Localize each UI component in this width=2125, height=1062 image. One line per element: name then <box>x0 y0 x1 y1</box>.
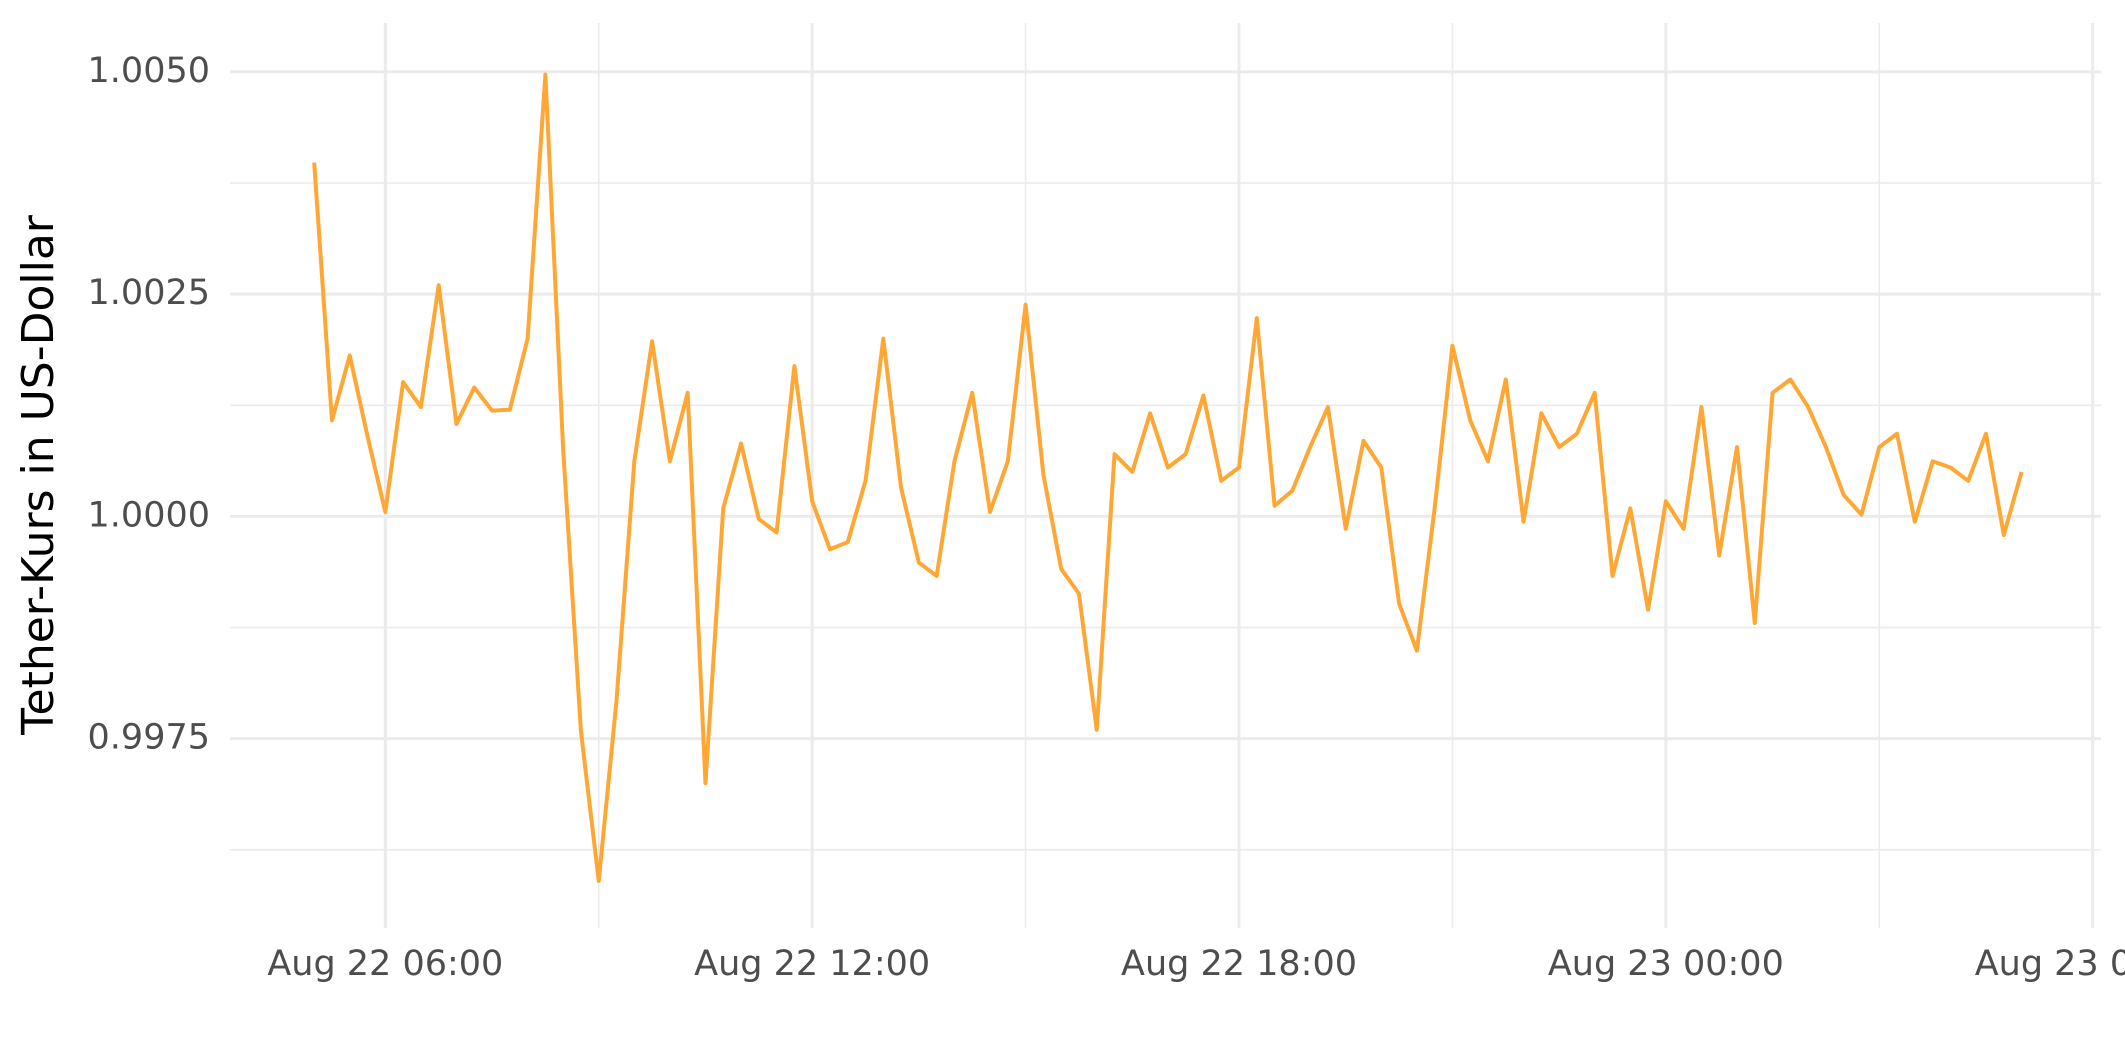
x-tick-label: Aug 23 06:00 <box>1975 944 2125 984</box>
x-tick-label: Aug 22 06:00 <box>267 944 503 984</box>
x-tick-label: Aug 22 12:00 <box>694 944 930 984</box>
y-tick-label: 0.9975 <box>88 718 210 758</box>
y-axis-title: Tether-Kurs in US-Dollar <box>13 214 64 736</box>
price-line <box>312 72 2024 883</box>
y-tick-label: 1.0025 <box>88 273 210 313</box>
x-tick-label: Aug 22 18:00 <box>1121 944 1357 984</box>
y-tick-label: 1.0050 <box>88 51 210 91</box>
x-tick-label: Aug 23 00:00 <box>1548 944 1784 984</box>
y-tick-label: 1.0000 <box>88 495 210 535</box>
